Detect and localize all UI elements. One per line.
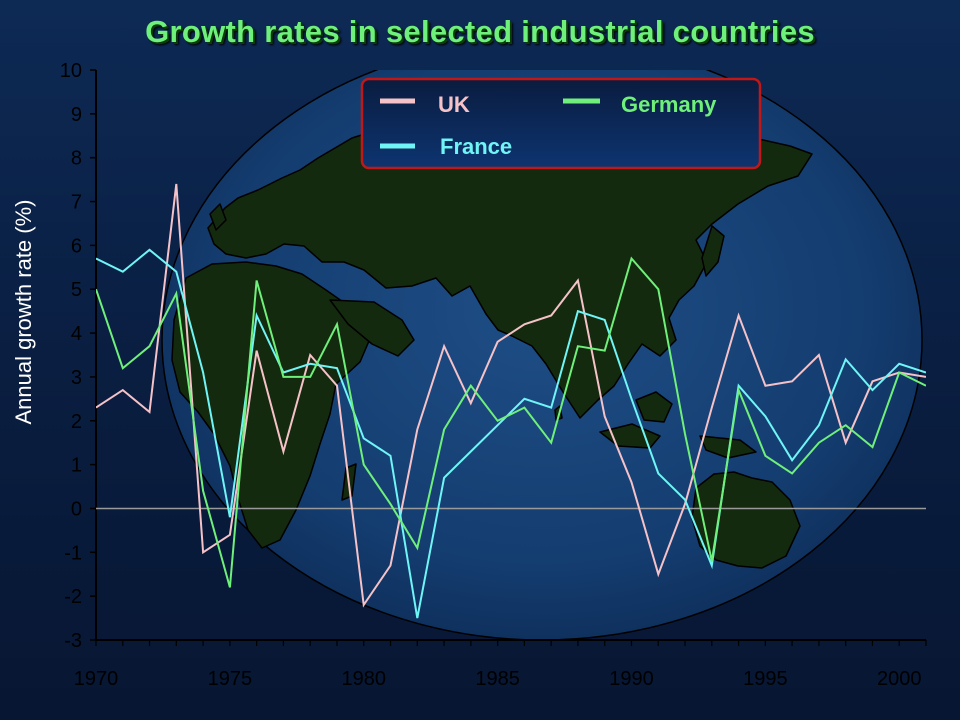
y-tick-label: 0	[71, 498, 82, 520]
japan-landmass	[701, 225, 725, 277]
x-tick-label: 1990	[609, 668, 654, 690]
legend-box	[360, 77, 762, 170]
y-tick-label: -3	[64, 630, 82, 652]
y-tick-label: 2	[71, 411, 82, 433]
y-tick-label: 8	[71, 148, 82, 170]
series-line-germany	[96, 256, 926, 588]
y-tick-label: 6	[71, 235, 82, 257]
series-lines	[96, 183, 926, 619]
y-axis-label: Annual growth rate (%)	[11, 200, 36, 425]
australia-landmass	[691, 471, 801, 569]
x-tick-label: 1970	[74, 668, 119, 690]
y-tick-label: 4	[71, 323, 82, 345]
y-tick-label: -2	[64, 586, 82, 608]
legend-label-uk: UK	[438, 92, 470, 117]
x-tick-label: 1985	[475, 668, 520, 690]
x-tick-label: 1995	[743, 668, 788, 690]
uk-landmass	[209, 203, 227, 231]
world-map-background	[161, 70, 923, 640]
legend-label-germany: Germany	[621, 92, 717, 117]
y-tick-label: 10	[60, 60, 82, 82]
y-tick-label: 7	[71, 192, 82, 214]
x-tick-label: 1980	[341, 668, 386, 690]
y-tick-label: -1	[64, 542, 82, 564]
series-line-france	[96, 248, 926, 619]
chart-title: Growth rates in selected industrial coun…	[145, 14, 815, 49]
arabia-landmass	[329, 299, 415, 357]
legend: UK Germany France	[360, 77, 762, 170]
y-tick-label: 5	[71, 279, 82, 301]
legend-label-france: France	[440, 134, 512, 159]
new-guinea-landmass	[699, 435, 757, 459]
x-axis-ticks: 1970 1975 1980 1985 1990 1995 2000	[74, 640, 927, 690]
y-tick-label: 9	[71, 104, 82, 126]
y-tick-label: 1	[71, 455, 82, 477]
x-tick-label: 1975	[208, 668, 253, 690]
series-line-uk	[96, 183, 926, 608]
x-tick-label: 2000	[877, 668, 922, 690]
y-tick-label: 3	[71, 367, 82, 389]
borneo-landmass	[635, 391, 673, 423]
